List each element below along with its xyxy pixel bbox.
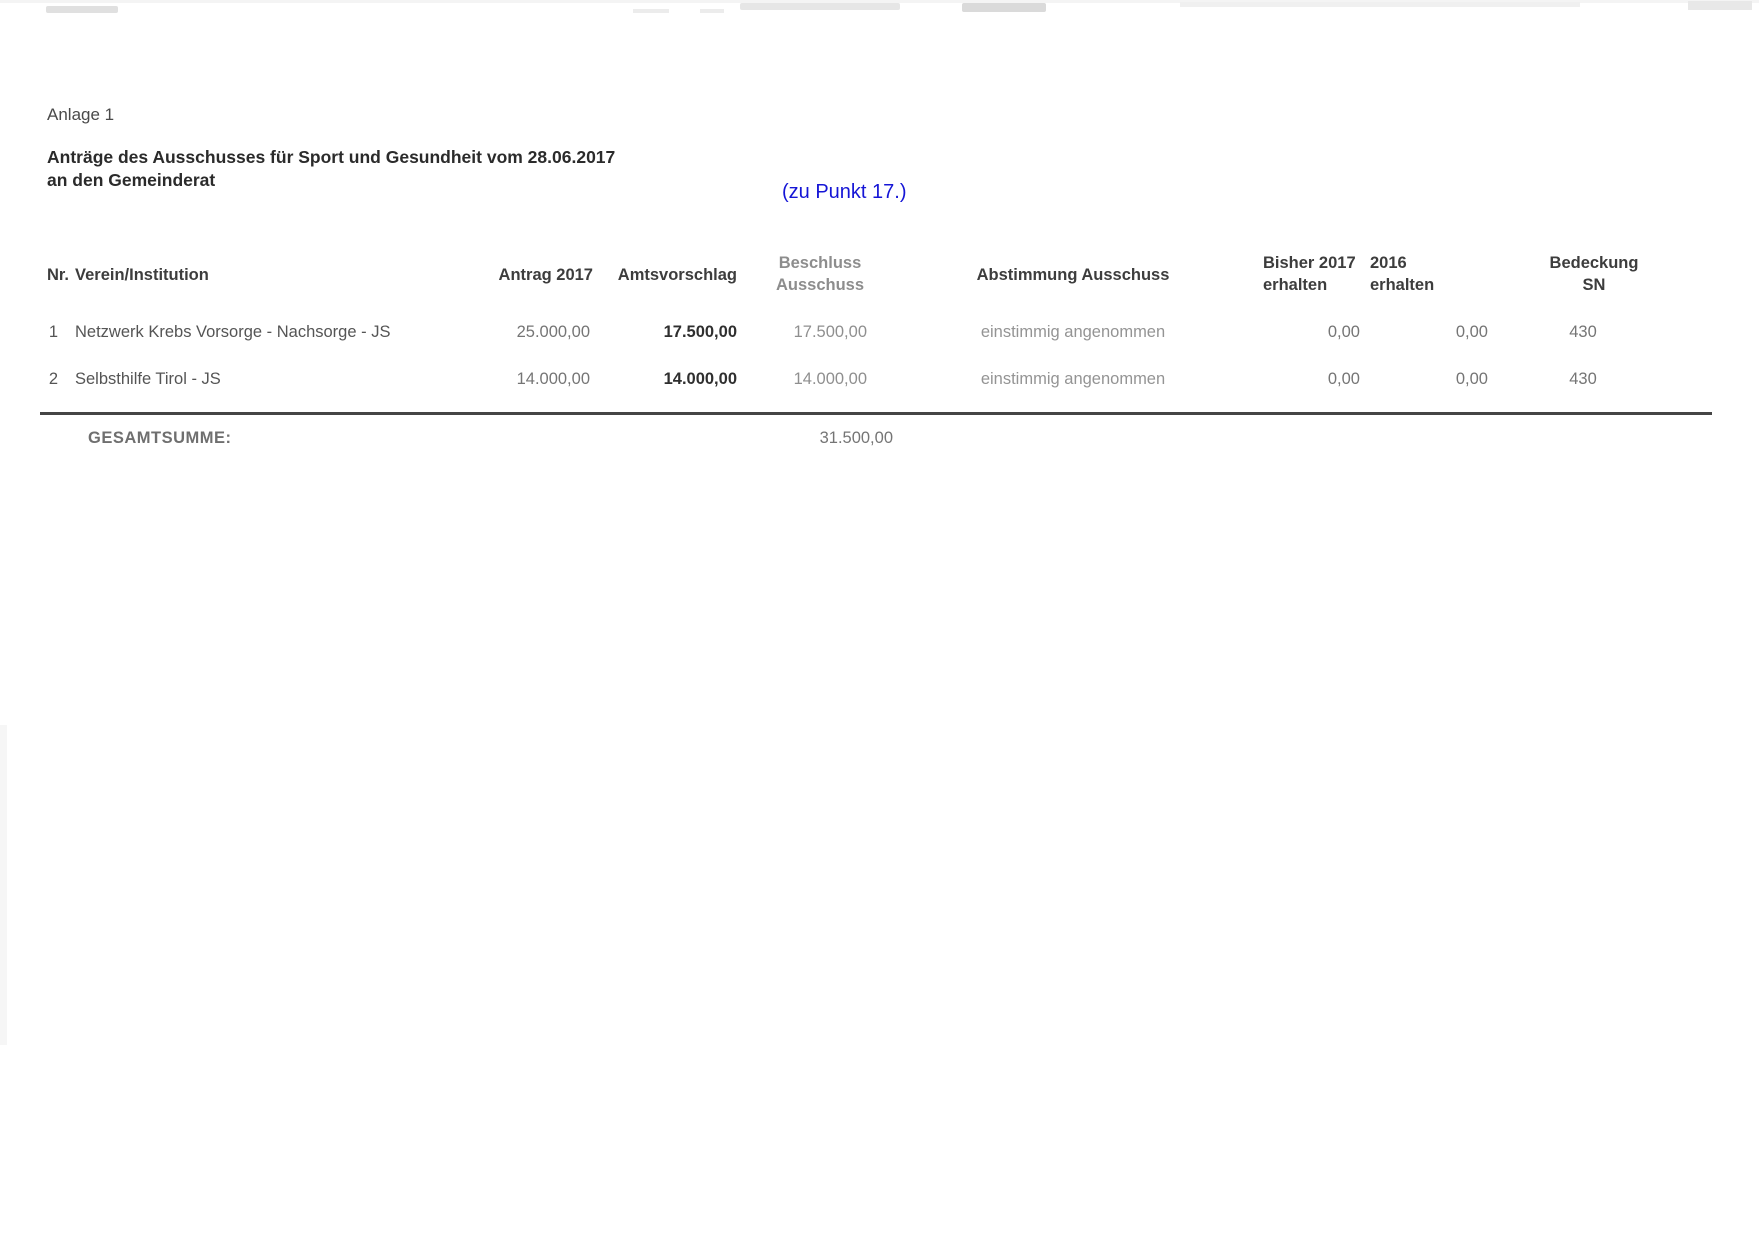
col-header-abstimmung-ausschuss: Abstimmung Ausschuss xyxy=(976,266,1170,284)
scan-artifact-mark xyxy=(633,9,669,13)
scan-artifact-mark xyxy=(962,3,1046,12)
erhalten-2016-value: 0,00 xyxy=(1455,323,1488,341)
col-header-beschluss-ausschuss: Beschluss Ausschuss xyxy=(775,254,865,294)
col-header-2016-erhalten: 2016 erhalten xyxy=(1370,254,1435,294)
col-header-nr: Nr. xyxy=(47,266,70,284)
scan-artifact-left-edge xyxy=(0,725,7,1045)
total-value: 31.500,00 xyxy=(819,429,893,447)
antrag-2017-value: 25.000,00 xyxy=(516,323,590,341)
col-header-bisher-2017-erhalten: Bisher 2017 erhalten xyxy=(1263,254,1356,294)
abstimmung-value: einstimmig angenommen xyxy=(980,370,1166,388)
verein-name: Netzwerk Krebs Vorsorge - Nachsorge - JS xyxy=(75,323,391,341)
col-header-bedeckung-sn: Bedeckung SN xyxy=(1549,254,1639,294)
document-title-line1: Anträge des Ausschusses für Sport und Ge… xyxy=(47,147,616,167)
table-total-separator-line xyxy=(40,412,1712,415)
document-title: Anträge des Ausschusses für Sport und Ge… xyxy=(47,146,615,192)
scan-artifact-mark xyxy=(1180,2,1580,7)
scan-artifact-mark xyxy=(1688,1,1752,10)
bedeckung-sn-value: 430 xyxy=(1569,370,1597,388)
scan-artifact-mark xyxy=(740,3,900,10)
bisher-2017-value: 0,00 xyxy=(1327,323,1360,341)
bedeckung-sn-value: 430 xyxy=(1569,323,1597,341)
total-label: GESAMTSUMME: xyxy=(88,429,232,447)
scan-artifact-mark xyxy=(46,6,118,13)
beschluss-ausschuss-value: 17.500,00 xyxy=(793,323,867,341)
agenda-point-reference: (zu Punkt 17.) xyxy=(782,181,907,203)
erhalten-2016-value: 0,00 xyxy=(1455,370,1488,388)
col-header-amtsvorschlag: Amtsvorschlag xyxy=(617,266,737,284)
document-title-line2: an den Gemeinderat xyxy=(47,170,216,190)
beschluss-ausschuss-value: 14.000,00 xyxy=(793,370,867,388)
verein-name: Selbsthilfe Tirol - JS xyxy=(75,370,221,388)
attachment-label: Anlage 1 xyxy=(47,105,115,124)
amtsvorschlag-value: 14.000,00 xyxy=(663,370,737,388)
scan-artifact-top-line xyxy=(0,0,1759,3)
bisher-2017-value: 0,00 xyxy=(1327,370,1360,388)
scan-artifact-mark xyxy=(700,9,724,13)
row-number: 2 xyxy=(48,370,58,388)
abstimmung-value: einstimmig angenommen xyxy=(980,323,1166,341)
row-number: 1 xyxy=(48,323,58,341)
col-header-antrag-2017: Antrag 2017 xyxy=(498,266,593,284)
col-header-verein: Verein/Institution xyxy=(75,266,209,284)
antrag-2017-value: 14.000,00 xyxy=(516,370,590,388)
amtsvorschlag-value: 17.500,00 xyxy=(663,323,737,341)
